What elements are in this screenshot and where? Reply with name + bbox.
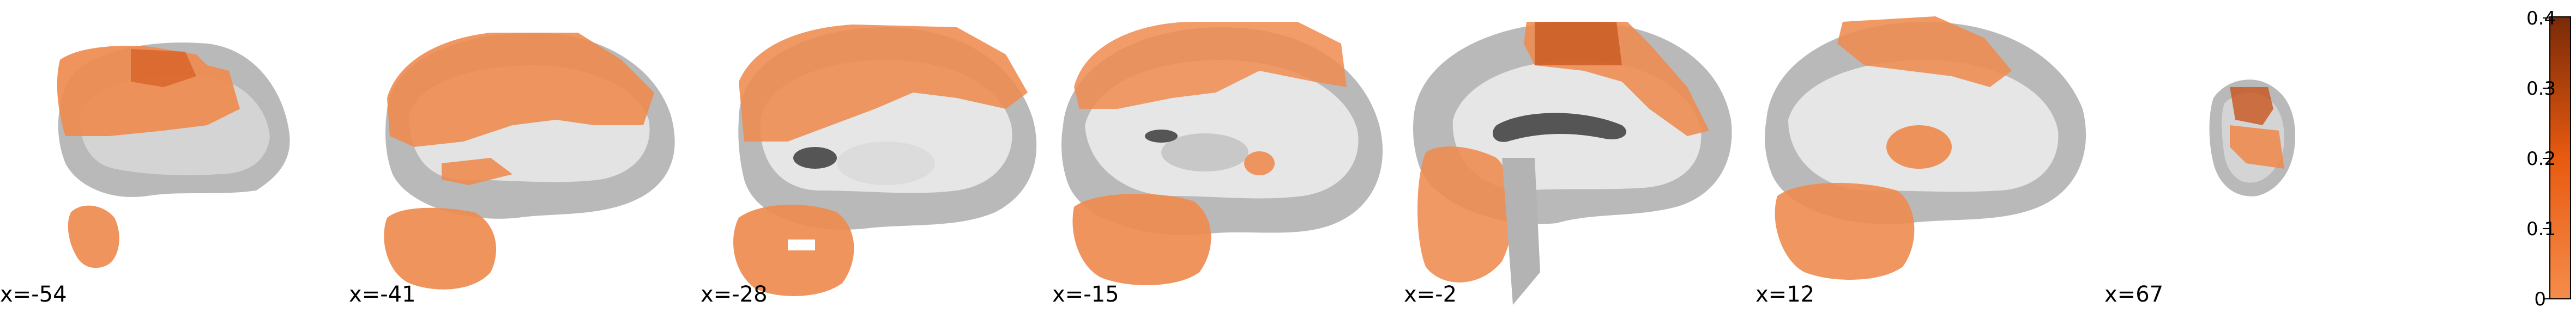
slice-x12: x=12 — [1755, 0, 2104, 313]
slice-label: x=67 — [2104, 282, 2164, 307]
slice-label: x=-28 — [701, 282, 768, 307]
colorbar-tick-label: 0.1 — [2526, 218, 2556, 240]
slice-x-2: x=-2 — [1404, 0, 1755, 313]
slice-x-41: x=-41 — [349, 0, 701, 313]
colorbar — [2549, 16, 2571, 299]
slice-x67: x=67 — [2104, 0, 2432, 313]
colorbar-tick-label: 0.3 — [2526, 78, 2556, 100]
colorbar-tick-line — [2543, 228, 2549, 229]
brain-slice-image — [57, 42, 290, 268]
slice-x-15: x=-15 — [1052, 0, 1404, 313]
brain-slice-image — [733, 24, 1037, 296]
brain-slice-image — [1061, 22, 1383, 285]
colorbar-tick-label: 0.4 — [2526, 8, 2556, 29]
slice-label: x=-54 — [0, 282, 67, 307]
brain-slice-image — [1765, 16, 2086, 280]
brain-slice-image — [1413, 22, 1732, 305]
brain-slice-image — [2209, 79, 2295, 197]
slice-label: x=12 — [1755, 282, 1815, 307]
brain-slice-image — [384, 33, 675, 290]
colorbar-tick-line — [2543, 158, 2549, 159]
colorbar-tick-label: 0 — [2534, 289, 2546, 310]
slice-x-28: x=-28 — [701, 0, 1052, 313]
slice-x-54: x=-54 — [0, 0, 349, 313]
slice-label: x=-41 — [349, 282, 416, 307]
colorbar-tick-line — [2543, 17, 2549, 19]
colorbar-tick-line — [2543, 298, 2549, 299]
slice-label: x=-15 — [1052, 282, 1119, 307]
colorbar-tick-line — [2543, 88, 2549, 89]
colorbar-tick-label: 0.2 — [2526, 148, 2556, 170]
slice-label: x=-2 — [1404, 282, 1457, 307]
